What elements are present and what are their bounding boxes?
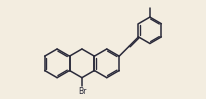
- Text: Br: Br: [78, 87, 86, 96]
